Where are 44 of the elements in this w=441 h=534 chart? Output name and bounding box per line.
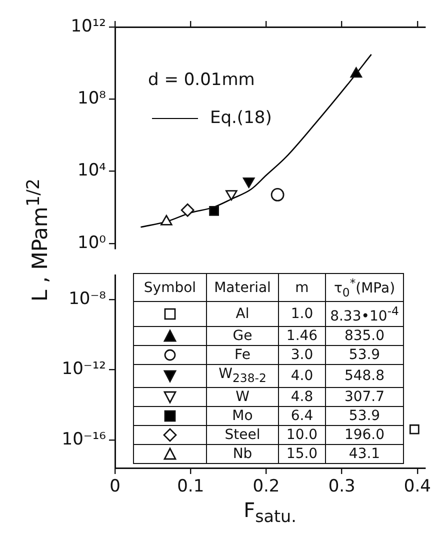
y-tick-label: 10⁻¹⁶ [62, 429, 106, 450]
x-tick-label: 0.3 [328, 476, 356, 497]
annotation: 4.0 [278, 364, 326, 388]
annotation: m [278, 274, 326, 302]
legend-label: Eq.(18) [210, 108, 272, 128]
annotation: τ$_{0}$$^{*}$(MPa) [326, 274, 404, 302]
y-tick-label: 10⁸ [78, 88, 106, 109]
annotation: Material [206, 274, 278, 302]
annotation: 6.4 [278, 406, 326, 426]
annotation: 548.8 [326, 364, 404, 388]
annotation: 4.8 [278, 387, 326, 406]
y-tick-label: 10⁻⁸ [68, 289, 106, 310]
legend-label: Al [206, 302, 278, 327]
text: Fe [234, 347, 250, 364]
annotation: 1.46 [278, 326, 326, 346]
text: Ge [232, 328, 252, 344]
annotation: 8.33•10$^{-4}$ [326, 302, 404, 327]
annotation: 3.0 [278, 346, 326, 365]
x-tick-label: 0.1 [177, 476, 204, 497]
annotation: 10.0 [278, 425, 326, 444]
annotation: 43.1 [326, 444, 404, 464]
annotation: d = 0.01mm [148, 70, 255, 90]
annotation: Symbol [134, 274, 206, 302]
text: W [236, 388, 250, 405]
line-series [140, 54, 372, 228]
annotation: 53.9 [326, 346, 404, 365]
annotation: 53.9 [326, 406, 404, 426]
annotation: 1.0 [278, 302, 326, 327]
annotation: 196.0 [326, 425, 404, 444]
annotation: 835.0 [326, 326, 404, 346]
y-tick-label: 10⁰ [78, 232, 106, 253]
x-tick-label: 0 [110, 476, 120, 497]
text: Nb [232, 446, 252, 462]
x-axis-title: F$_{satu.}$ [244, 498, 296, 526]
x-tick-label: 0.4 [404, 476, 431, 497]
y-tick-label: 10⁴ [78, 160, 106, 181]
x-tick-label: 0.2 [252, 476, 280, 497]
text: Steel [224, 426, 260, 443]
text: W$_{238-2}$ [218, 366, 266, 385]
annotation: 15.0 [278, 444, 326, 464]
y-tick-label: 10⁻¹² [62, 359, 106, 380]
y-tick-label: 10¹² [70, 16, 106, 36]
text: Mo [232, 408, 253, 424]
annotation: 307.7 [326, 387, 404, 406]
